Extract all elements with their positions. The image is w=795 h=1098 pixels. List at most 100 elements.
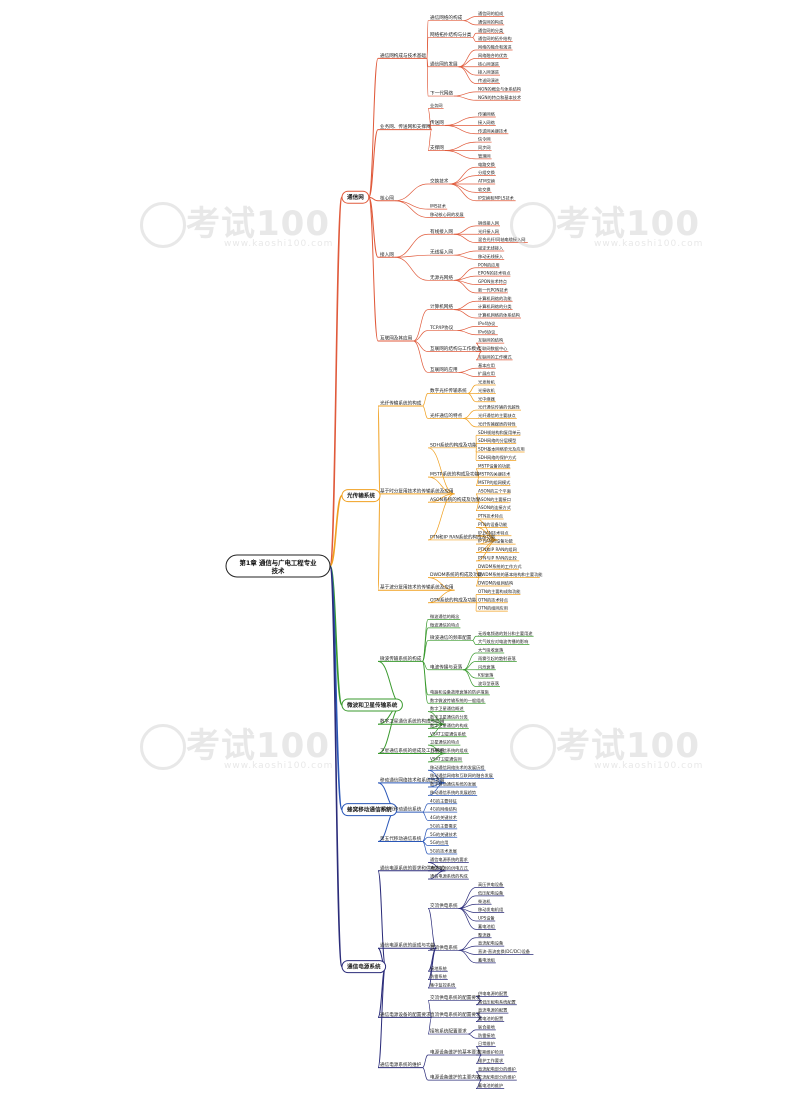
- branch-node-box[interactable]: [341, 489, 381, 503]
- subtopic-node: PTN技术特点: [478, 513, 503, 520]
- subtopic-node: 低压配电设备: [478, 889, 504, 896]
- connector-line: [394, 254, 429, 258]
- subtopic-node: 通信网络的构成: [430, 14, 463, 21]
- subtopic-node: 蓄电池组: [478, 956, 495, 963]
- subtopic-node: 互联网的结构与工作模式: [430, 345, 481, 352]
- topic-node: 通信电源系统的组成与功能: [380, 942, 436, 949]
- subtopic-node: OTN的技术特点: [478, 596, 508, 603]
- subtopic-node: 互联网的结构: [478, 337, 503, 344]
- connector-line: [453, 225, 477, 235]
- subtopic-node: 通信电源系统的要求: [430, 856, 469, 863]
- topic-node: 第五代移动通信系统: [380, 835, 422, 842]
- subtopic-node: IP RAN技术特点: [478, 529, 509, 536]
- subtopic-node: 光发射机: [478, 379, 496, 386]
- subtopic-node: 同步网: [478, 145, 491, 151]
- subtopic-node: SDH网络的保护方式: [478, 454, 517, 461]
- connector-line: [329, 494, 343, 567]
- connector-line: [426, 37, 429, 59]
- connector-line: [427, 476, 455, 495]
- subtopic-node: DWDM系统的基本结构和主要功能: [478, 571, 543, 578]
- subtopic-node: 5G的技术发展: [430, 848, 458, 855]
- connector-line: [422, 393, 429, 407]
- subtopic-node: 管理网: [478, 152, 491, 159]
- subtopic-node: 新一代PON技术: [478, 286, 509, 293]
- watermark-url: www.kaoshi100.com: [224, 239, 334, 249]
- branch-node: 蜂窝移动通信系统: [347, 806, 392, 814]
- subtopic-node: 蓄电池组: [478, 923, 495, 930]
- topic-node: 通信电源设备的配置要求: [380, 1011, 431, 1018]
- subtopic-node: 维护工作要求: [478, 1057, 504, 1064]
- branch-node-box[interactable]: [341, 960, 387, 974]
- connector-line: [422, 841, 429, 855]
- subtopic-node: SDH帧结构和复用单元: [478, 429, 521, 436]
- connector-line: [463, 661, 477, 671]
- subtopic-node: 数字移动通信系统的发展: [430, 781, 477, 788]
- branch-node-box[interactable]: [341, 698, 403, 712]
- branch-node-box[interactable]: [341, 803, 398, 817]
- watermark-logo-icon: [510, 202, 556, 248]
- topic-node: 微波传输系统的构成: [380, 655, 422, 662]
- topic-node: 业务网、传送网和支撑网: [380, 123, 431, 130]
- connector-line: [427, 947, 437, 989]
- connector-line: [422, 661, 429, 704]
- branch-node: 微波和卫星传输系统: [346, 701, 398, 709]
- connector-line: [427, 108, 432, 130]
- connector-line: [413, 309, 429, 342]
- subtopic-node: 整流器: [478, 931, 491, 938]
- subtopic-node: 直流供电系统: [430, 944, 458, 951]
- subtopic-node: 光中继器: [478, 395, 496, 402]
- subtopic-node: 网络融合的优势: [478, 52, 508, 59]
- subtopic-node: PON的应用: [478, 261, 500, 268]
- root-title-line-1: 第1章 通信与广电工程专业: [240, 558, 318, 567]
- subtopic-node: 集中监控系统: [430, 982, 455, 989]
- subtopic-node: 防雷系统: [430, 973, 447, 980]
- subtopic-node: 电源设备维护的主要内容: [430, 1074, 481, 1081]
- subtopic-node: ASON系统的构成及功能: [430, 496, 480, 503]
- connector-line: [413, 330, 429, 342]
- subtopic-node: VSAT卫星通信系统: [430, 730, 466, 737]
- connector-line: [427, 1016, 432, 1035]
- subtopic-node: IP RAN的设备功能: [478, 538, 514, 545]
- subtopic-node: 移动核心网的发展: [430, 211, 464, 218]
- subtopic-node: 无线电频谱的划分和主要用途: [478, 630, 533, 637]
- topic-node: 通信电源系统的维护: [380, 1061, 422, 1068]
- connector-line: [427, 589, 455, 604]
- connector-line: [472, 37, 477, 42]
- connector-line: [463, 418, 477, 428]
- branch-node-box[interactable]: [341, 190, 370, 204]
- subtopic-node: 直流-直流变换(DC/DC)设备: [478, 948, 531, 955]
- watermark-logo-icon: [140, 724, 186, 770]
- connector-line: [475, 539, 499, 562]
- connector-line: [472, 32, 477, 38]
- branch-node: 通信电源系统: [347, 963, 381, 971]
- connector-line: [422, 1067, 429, 1081]
- connector-line: [427, 129, 432, 151]
- subtopic-node: 卫星通信系统的组成: [430, 747, 468, 754]
- connector-line: [422, 640, 429, 662]
- subtopic-node: 联合接地: [478, 1023, 496, 1030]
- subtopic-node: 直流配电设备: [478, 940, 504, 947]
- connector-line: [458, 66, 477, 84]
- subtopic-node: 下一代网络: [430, 90, 453, 97]
- connector-line: [467, 1029, 477, 1035]
- subtopic-node: 传送网: [430, 119, 444, 126]
- connector-line: [458, 66, 477, 76]
- connector-line: [453, 254, 477, 260]
- connector-line: [463, 409, 477, 419]
- topic-node: 互联网及其应用: [380, 335, 413, 342]
- connector-line: [377, 870, 387, 968]
- subtopic-node: 移动无线接入: [478, 253, 504, 260]
- subtopic-node: 通信网的发展: [430, 60, 458, 67]
- subtopic-node: 基本应用: [478, 362, 495, 369]
- connector-line: [453, 250, 477, 256]
- subtopic-node: OTN系统的构成及功能: [430, 596, 477, 603]
- subtopic-node: 交流配电部分的维护: [478, 1074, 516, 1081]
- subtopic-node: 核心网演进: [478, 60, 500, 67]
- subtopic-node: 电波传播与衰落: [430, 663, 463, 670]
- subtopic-node: 4G的网络结构: [430, 806, 457, 813]
- subtopic-node: 移动通信系统的发展趋势: [430, 789, 477, 796]
- root-node-box[interactable]: [225, 554, 331, 578]
- subtopic-node: ASON的三个平面: [478, 487, 511, 494]
- subtopic-node: 接入网演进: [478, 69, 500, 76]
- watermark-text: 考试100: [186, 204, 330, 244]
